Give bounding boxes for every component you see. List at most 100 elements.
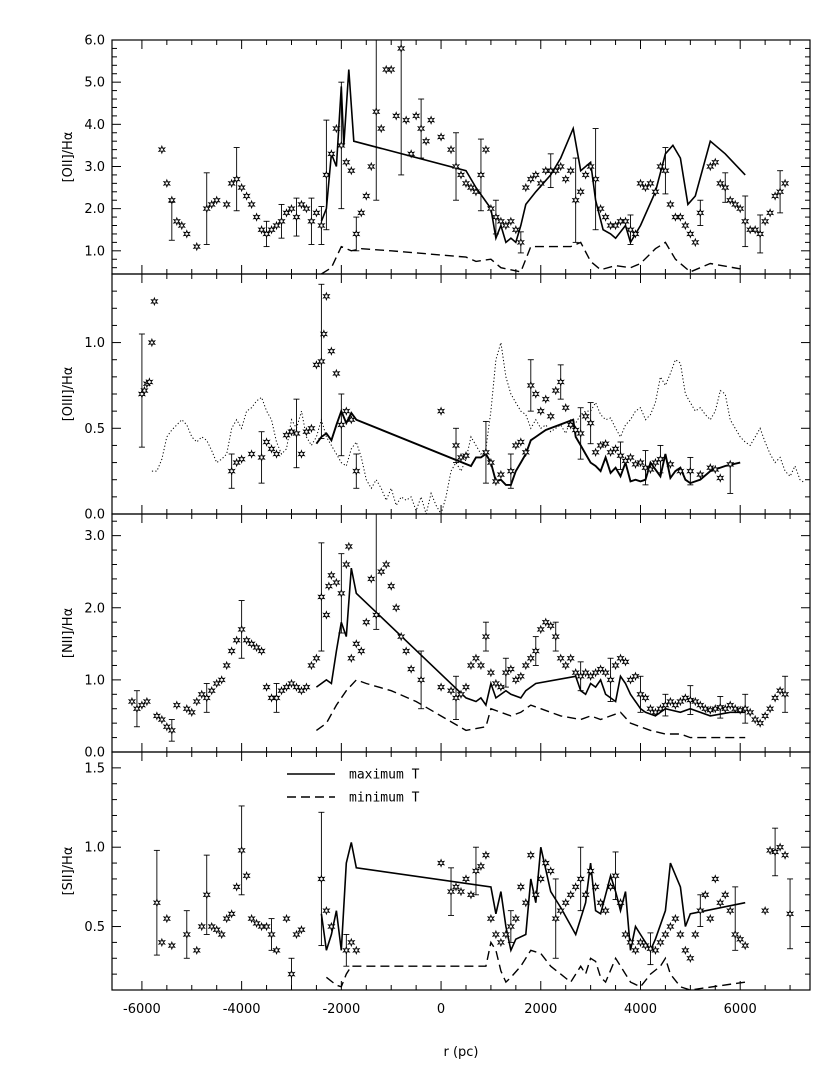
data-point	[501, 929, 510, 940]
data-point	[636, 689, 645, 699]
data-point	[302, 203, 311, 214]
data-point	[327, 570, 336, 580]
data-point	[666, 199, 675, 210]
data-point	[267, 929, 276, 940]
data-point	[651, 945, 660, 956]
data-point	[342, 559, 351, 570]
data-point	[686, 466, 695, 476]
legend-label: minimum T	[349, 791, 420, 806]
data-point	[347, 415, 356, 425]
data-point	[566, 165, 575, 176]
data-point	[481, 447, 490, 457]
data-point	[536, 178, 545, 189]
panel-frame	[111, 513, 811, 753]
data-point	[342, 406, 351, 416]
data-point	[332, 577, 341, 588]
data-point	[726, 905, 735, 916]
panel-frame	[111, 273, 811, 515]
data-point	[761, 711, 770, 721]
data-point	[491, 212, 500, 222]
data-point	[202, 890, 211, 900]
data-point	[332, 368, 341, 379]
data-point	[506, 664, 515, 674]
data-point	[576, 187, 585, 197]
data-point	[731, 704, 740, 714]
data-point	[511, 225, 520, 235]
data-point	[531, 389, 540, 399]
data-point	[616, 653, 625, 663]
x-tick-label: -2000	[322, 1002, 360, 1017]
data-point	[142, 696, 151, 707]
data-point	[581, 411, 590, 421]
data-point	[676, 929, 685, 940]
data-point	[182, 929, 191, 940]
data-point	[521, 447, 530, 457]
data-point	[491, 929, 500, 940]
data-point	[611, 444, 620, 454]
data-point	[506, 921, 515, 932]
data-point	[466, 660, 476, 671]
data-point	[227, 466, 236, 476]
data-point	[252, 918, 261, 929]
data-point	[546, 411, 555, 421]
x-tick-label: 6000	[724, 1002, 757, 1017]
data-point	[781, 689, 790, 699]
y-tick-label: 2.0	[84, 601, 105, 616]
data-point	[407, 664, 416, 674]
y-tick-label: 0.0	[84, 746, 105, 761]
data-point	[322, 905, 331, 916]
y-tick-label: 4.0	[84, 118, 105, 133]
data-point	[307, 660, 316, 671]
data-point	[606, 882, 615, 892]
data-point	[776, 686, 785, 696]
plot-area	[127, 514, 790, 742]
data-point	[716, 702, 725, 712]
data-point	[192, 945, 201, 956]
data-point	[247, 199, 256, 210]
data-point	[152, 898, 161, 908]
data-point	[227, 909, 236, 919]
data-point	[182, 229, 191, 239]
data-point	[217, 675, 226, 685]
data-point	[521, 182, 530, 193]
x-tick-label: 2000	[524, 1002, 557, 1017]
data-point	[307, 423, 316, 433]
data-point	[681, 945, 690, 956]
data-point	[646, 178, 655, 189]
data-point	[536, 624, 545, 635]
data-point	[312, 208, 321, 218]
data-point	[606, 675, 615, 685]
data-point	[150, 296, 159, 307]
data-point	[736, 934, 745, 944]
data-point	[232, 882, 241, 892]
data-point	[736, 203, 745, 214]
y-tick-label: 1.5	[84, 761, 105, 776]
data-point	[377, 567, 386, 577]
plot-area	[152, 805, 795, 990]
data-point	[591, 447, 600, 457]
data-point	[202, 203, 211, 214]
data-point	[521, 898, 530, 908]
data-point	[776, 842, 785, 852]
plot-area	[157, 40, 790, 274]
data-point	[576, 428, 585, 439]
data-point	[696, 469, 705, 480]
model-solid-line	[315, 408, 741, 486]
data-point	[751, 714, 760, 725]
data-point	[576, 874, 585, 884]
y-tick-label: 0.0	[84, 508, 105, 523]
data-point	[606, 220, 615, 231]
data-point	[192, 696, 201, 707]
data-point	[357, 646, 366, 656]
data-point	[317, 220, 326, 231]
data-point	[257, 921, 266, 932]
data-point	[182, 704, 191, 714]
data-point	[726, 700, 735, 710]
data-point	[287, 427, 296, 437]
data-point	[292, 212, 301, 222]
data-point	[257, 225, 266, 235]
data-point	[531, 890, 540, 900]
model-dotted-line	[151, 342, 806, 514]
min-T-line	[325, 940, 746, 990]
y-tick-label: 1.0	[84, 336, 105, 351]
